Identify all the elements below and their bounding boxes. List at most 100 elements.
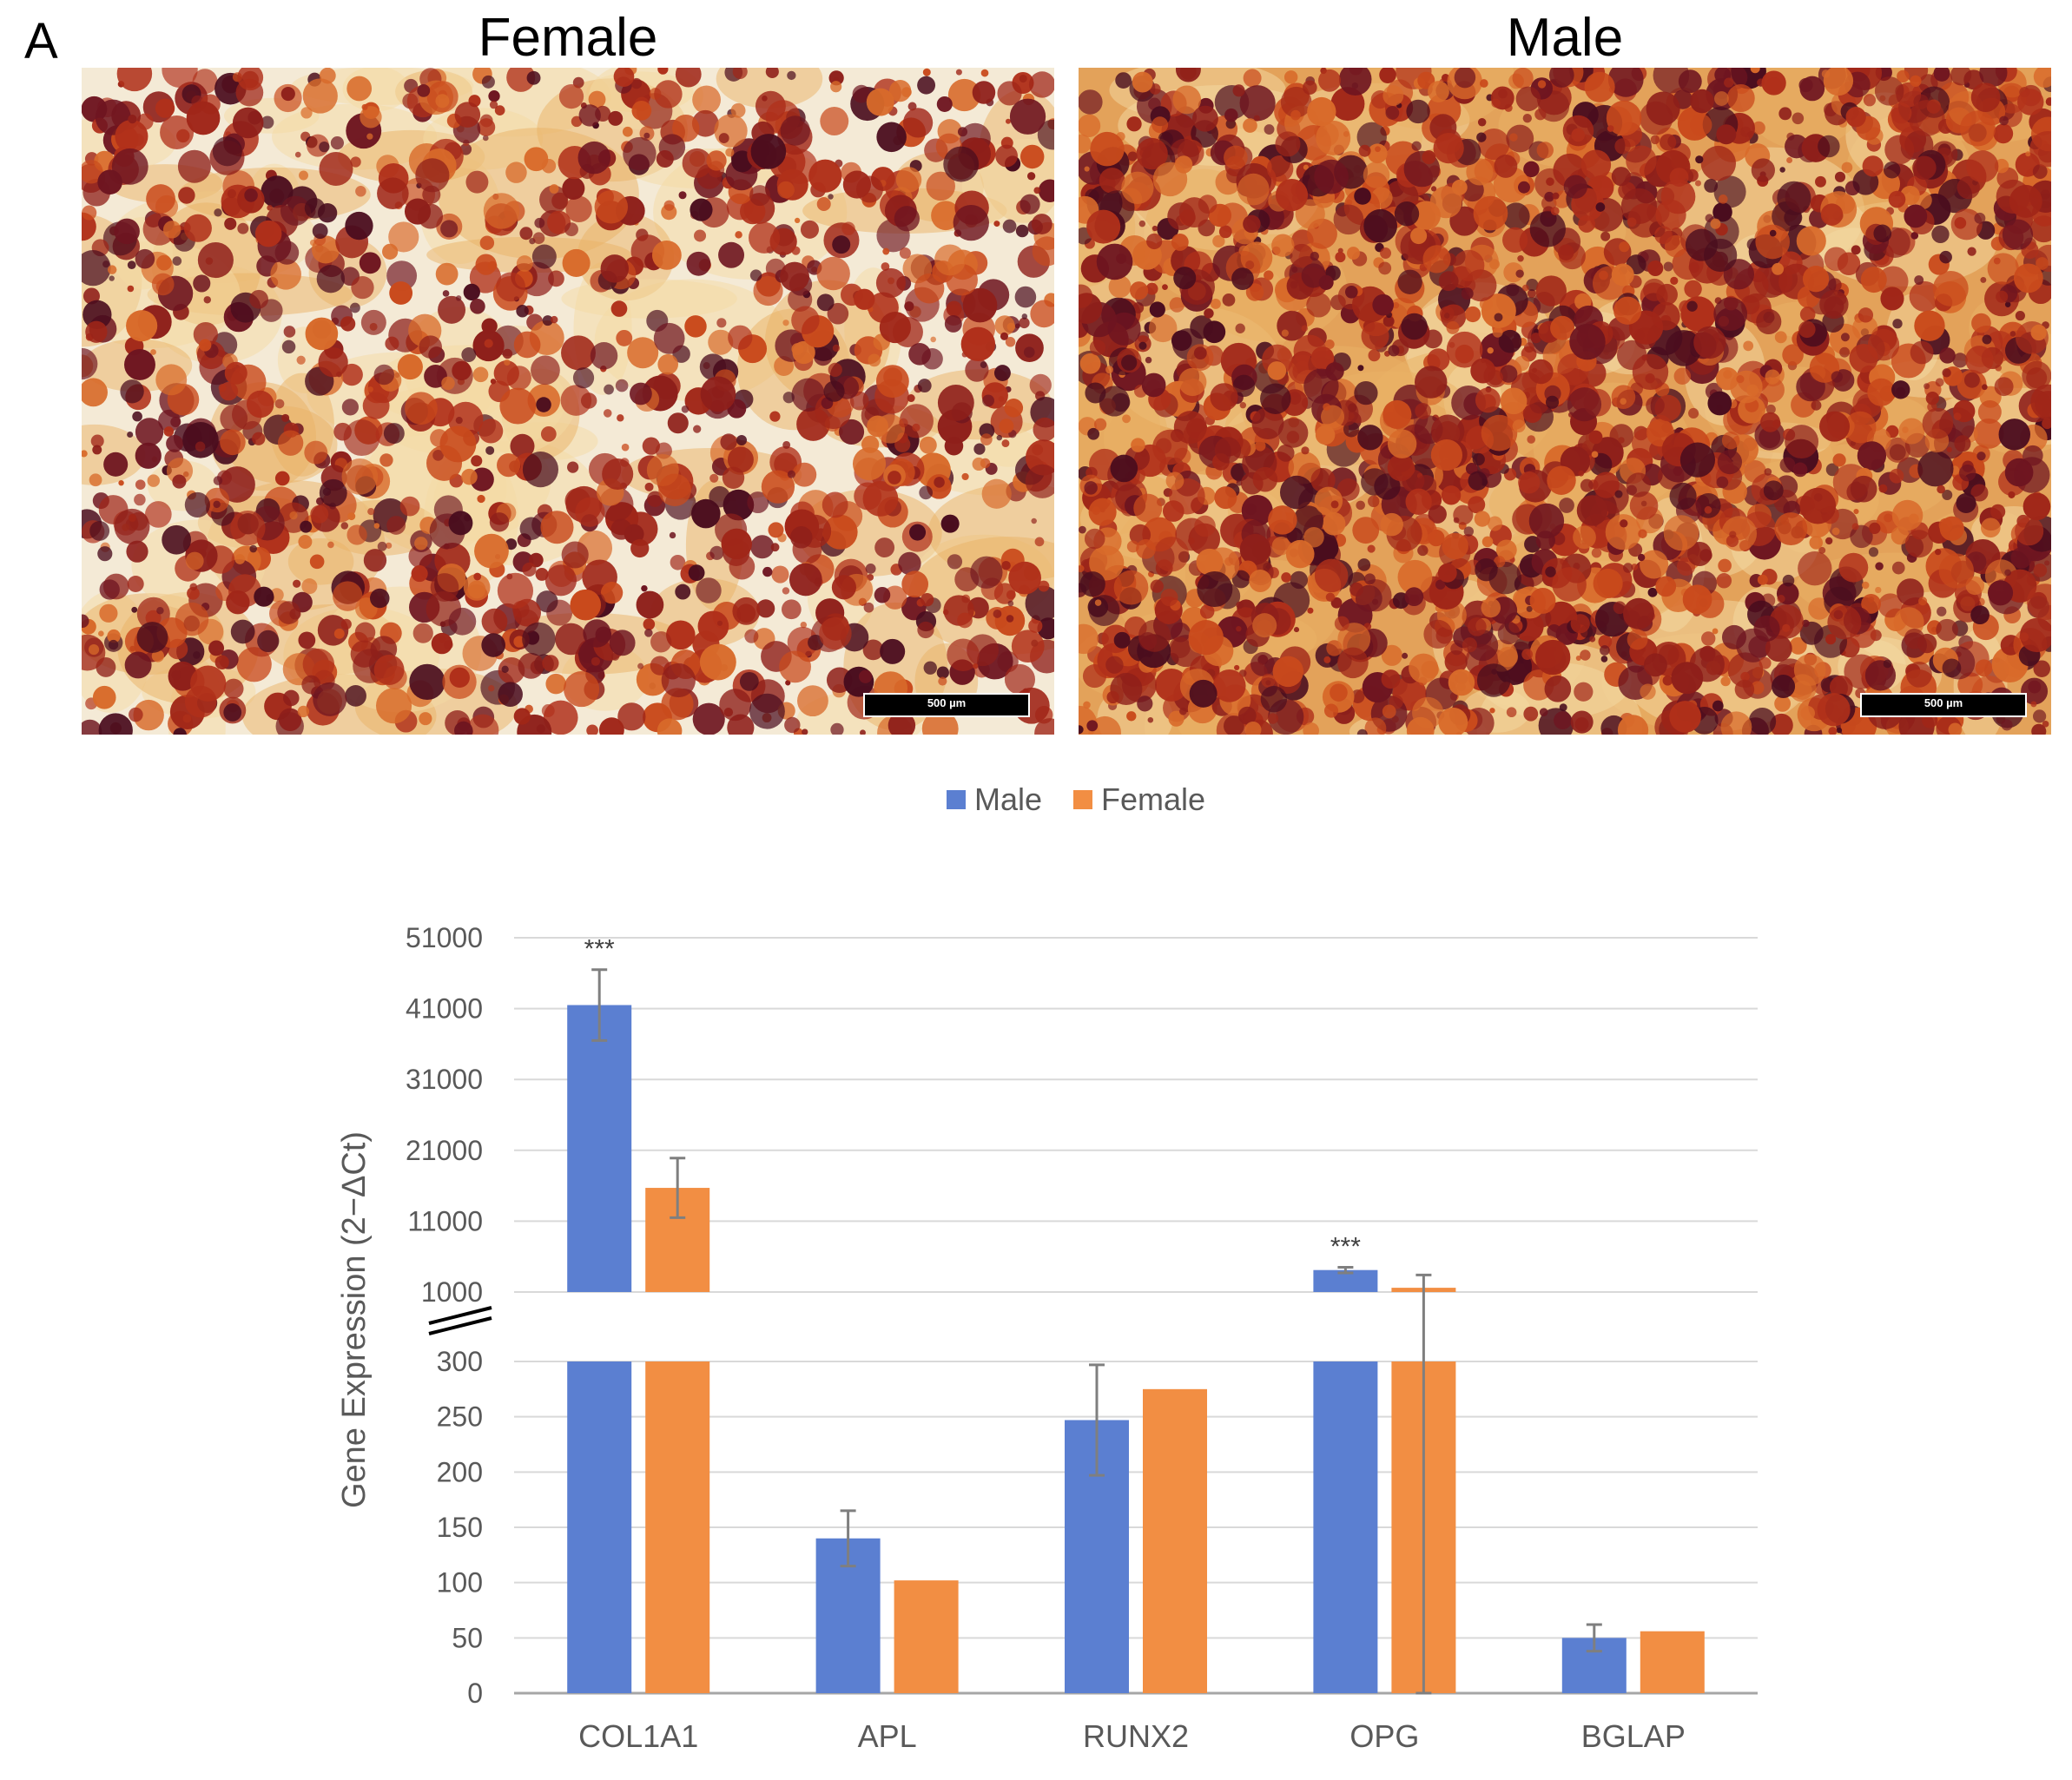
mineral-nodule: [172, 256, 182, 266]
mineral-nodule: [2031, 723, 2047, 735]
mineral-nodule: [1314, 486, 1343, 516]
mineral-nodule: [865, 563, 876, 574]
mineral-nodule: [1782, 344, 1804, 366]
mineral-nodule: [603, 409, 612, 418]
mineral-nodule: [2004, 301, 2011, 307]
mineral-nodule: [489, 101, 498, 109]
mineral-nodule: [955, 69, 962, 76]
mineral-nodule: [1275, 131, 1301, 157]
mineral-nodule: [1301, 263, 1326, 288]
mineral-nodule: [714, 114, 748, 148]
mineral-nodule: [1746, 384, 1759, 397]
mineral-nodule: [296, 355, 306, 365]
mineral-nodule: [1891, 499, 1924, 531]
mineral-nodule: [1580, 649, 1591, 661]
mineral-nodule: [1970, 82, 2001, 112]
mineral-nodule: [779, 650, 811, 683]
y-tick-label-lower: 150: [437, 1512, 483, 1543]
mineral-nodule: [1792, 112, 1805, 125]
mineral-nodule: [1361, 321, 1389, 350]
mineral-nodule: [1336, 478, 1360, 501]
mineral-nodule: [341, 458, 379, 495]
mineral-nodule: [644, 629, 653, 637]
mineral-nodule: [1310, 346, 1335, 370]
mineral-nodule: [1514, 355, 1530, 372]
mineral-nodule: [1720, 711, 1752, 735]
mineral-nodule: [1251, 541, 1271, 561]
mineral-nodule: [944, 315, 962, 333]
mineral-nodule: [99, 603, 118, 623]
mineral-nodule: [1883, 659, 1892, 669]
male-scale-label: 500 µm: [1924, 696, 1963, 709]
x-tick-label: RUNX2: [1083, 1718, 1189, 1754]
mineral-nodule: [1127, 151, 1138, 162]
mineral-nodule: [1614, 138, 1631, 155]
mineral-nodule: [1430, 186, 1437, 192]
mineral-nodule: [1265, 680, 1271, 686]
mineral-nodule: [1867, 378, 1896, 406]
mineral-nodule: [1253, 115, 1260, 122]
mineral-nodule: [302, 648, 335, 681]
mineral-nodule: [1993, 123, 2014, 144]
mineral-nodule: [577, 141, 611, 175]
mineral-nodule: [1627, 629, 1648, 650]
mineral-nodule: [1130, 281, 1149, 300]
mineral-nodule: [1939, 516, 1964, 541]
mineral-nodule: [1828, 727, 1838, 735]
mineral-nodule: [214, 655, 229, 669]
mineral-nodule: [1222, 293, 1236, 307]
mineral-nodule: [770, 543, 780, 552]
mineral-nodule: [828, 362, 842, 377]
mineral-nodule: [1558, 244, 1574, 260]
mineral-nodule: [627, 337, 659, 369]
mineral-nodule: [862, 639, 884, 661]
mineral-nodule: [2022, 360, 2051, 391]
mineral-nodule: [349, 302, 360, 313]
mineral-nodule: [481, 318, 498, 334]
mineral-nodule: [839, 419, 865, 445]
mineral-nodule: [1752, 121, 1765, 135]
mineral-nodule: [1973, 418, 2004, 449]
mineral-nodule: [901, 87, 912, 97]
mineral-nodule: [1626, 472, 1651, 498]
mineral-nodule: [1589, 636, 1596, 643]
bar-female-runx2: [1143, 1388, 1207, 1693]
mineral-nodule: [1518, 471, 1541, 494]
mineral-nodule: [151, 273, 175, 296]
mineral-nodule: [1764, 468, 1772, 476]
mineral-nodule: [723, 489, 755, 521]
mineral-nodule: [440, 220, 459, 238]
mineral-nodule: [1310, 467, 1336, 493]
mineral-nodule: [150, 349, 156, 355]
mineral-nodule: [1567, 387, 1602, 422]
mineral-nodule: [1939, 347, 1956, 364]
mineral-nodule: [1303, 526, 1324, 548]
mineral-nodule: [1197, 570, 1233, 608]
mineral-nodule: [1716, 476, 1729, 489]
mineral-nodule: [1909, 280, 1940, 312]
mineral-nodule: [435, 262, 459, 286]
mineral-nodule: [953, 204, 989, 241]
mineral-nodule: [1210, 383, 1238, 412]
mineral-nodule: [1748, 708, 1777, 735]
mineral-nodule: [1877, 266, 1909, 297]
mineral-nodule: [482, 135, 489, 142]
mineral-nodule: [249, 289, 268, 309]
mineral-nodule: [728, 325, 753, 350]
mineral-nodule: [301, 578, 318, 595]
mineral-nodule: [1774, 695, 1792, 712]
mineral-nodule: [1712, 628, 1719, 635]
mineral-nodule: [1689, 114, 1712, 136]
mineral-nodule: [82, 300, 112, 330]
mineral-nodule: [1011, 630, 1045, 663]
mineral-nodule: [1388, 345, 1400, 357]
mineral-nodule: [1491, 98, 1501, 109]
mineral-nodule: [1497, 622, 1521, 645]
female-micrograph-image: [82, 68, 1054, 735]
mineral-nodule: [1573, 525, 1596, 550]
mineral-nodule: [934, 477, 945, 488]
mineral-nodule: [2036, 257, 2049, 270]
mineral-nodule: [917, 76, 936, 95]
mineral-nodule: [278, 708, 302, 732]
mineral-nodule: [1466, 158, 1494, 186]
